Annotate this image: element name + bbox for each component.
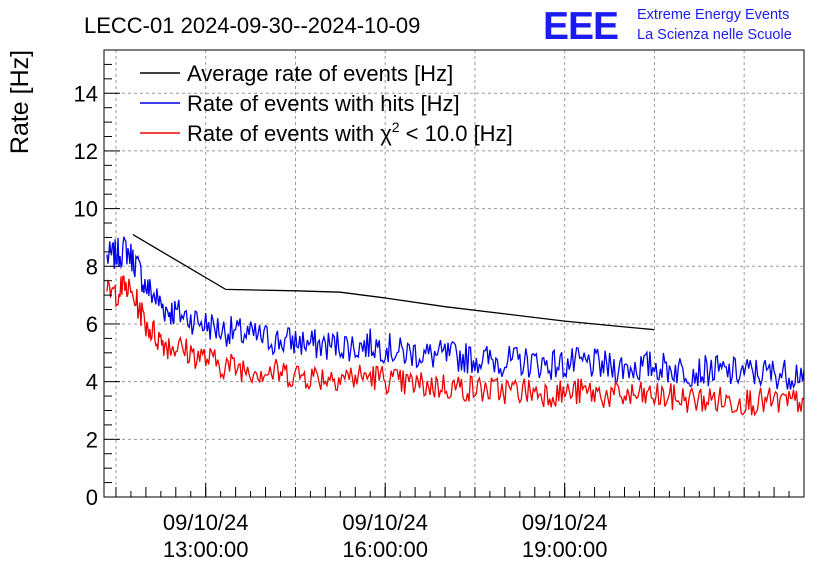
y-tick-label: 10 [74, 197, 98, 222]
x-tick-label-date: 09/10/24 [342, 510, 428, 535]
logo-tagline-2: La Scienza nelle Scuole [637, 27, 792, 43]
series-line-average [132, 234, 655, 331]
legend-label-chi2: Rate of events with χ2 < 10.0 [Hz] [187, 119, 513, 146]
y-tick-label: 6 [86, 312, 98, 337]
legend: Average rate of events [Hz] Rate of event… [140, 61, 513, 146]
logo-tagline-1: Extreme Energy Events [637, 7, 789, 23]
eee-logo-mark: EEE [543, 5, 618, 48]
x-tick-label-time: 19:00:00 [522, 537, 608, 562]
x-tick-label-time: 16:00:00 [342, 537, 428, 562]
y-tick-label: 14 [74, 81, 98, 106]
y-tick-label: 12 [74, 139, 98, 164]
x-tick-label-date: 09/10/24 [522, 510, 608, 535]
y-tick-label: 8 [86, 254, 98, 279]
y-tick-label: 4 [86, 370, 98, 395]
series-lines [106, 234, 805, 417]
series-line-chi2 [106, 275, 805, 417]
axes: 0246810121409/10/2413:00:0009/10/2416:00… [74, 63, 790, 562]
x-tick-label-date: 09/10/24 [163, 510, 249, 535]
legend-label-hits: Rate of events with hits [Hz] [187, 91, 460, 116]
y-tick-label: 2 [86, 427, 98, 452]
y-axis-label: Rate [Hz] [6, 50, 34, 154]
y-tick-label: 0 [86, 485, 98, 510]
grid-lines [104, 50, 804, 497]
plot-frame [103, 49, 805, 498]
chart-title: LECC-01 2024-09-30--2024-10-09 [84, 13, 420, 38]
x-tick-label-time: 13:00:00 [163, 537, 249, 562]
legend-label-average: Average rate of events [Hz] [187, 61, 453, 86]
series-line-hits [106, 236, 805, 390]
